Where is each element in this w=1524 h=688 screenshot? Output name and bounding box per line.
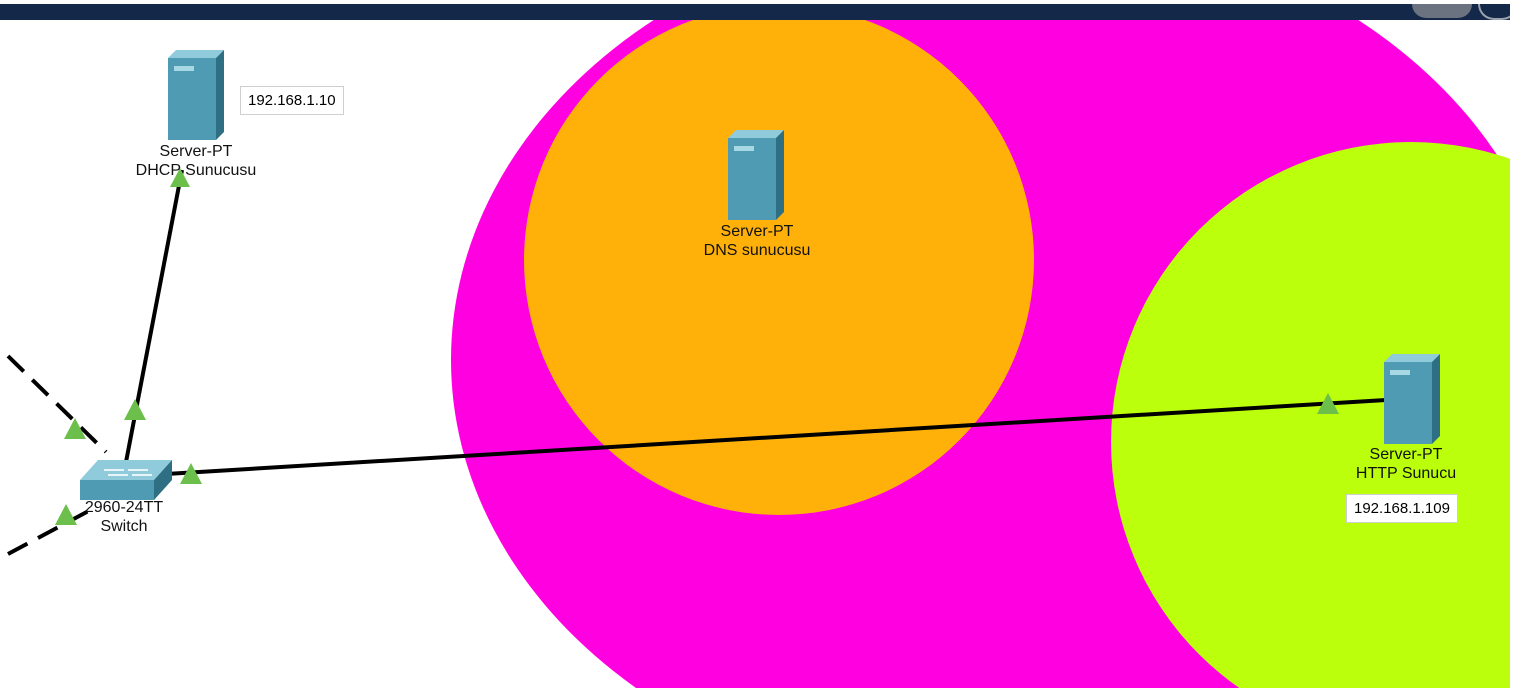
dhcp-server-ip-note[interactable]: 192.168.1.10 bbox=[240, 86, 344, 115]
link-indicator-lower-dashed bbox=[55, 504, 77, 525]
link-switch-upper-dashed[interactable] bbox=[6, 354, 108, 454]
dhcp-server-name-label: DHCP Sunucusu bbox=[136, 162, 257, 179]
dns-server-model-label: Server-PT bbox=[721, 223, 794, 240]
window-title-bar bbox=[0, 0, 1518, 20]
server-icon[interactable] bbox=[1384, 354, 1440, 444]
switch-name-label: Switch bbox=[100, 518, 147, 535]
link-switch-lower-dashed[interactable] bbox=[7, 504, 99, 556]
server-icon[interactable] bbox=[728, 130, 784, 220]
topology-svg: Server-PT DHCP Sunucusu Server-PT DNS su… bbox=[6, 20, 1510, 688]
dhcp-server-model-label: Server-PT bbox=[160, 143, 233, 160]
link-indicator-dhcp-bottom bbox=[124, 399, 146, 420]
link-indicator-upper-dashed bbox=[64, 418, 86, 439]
http-server-model-label: Server-PT bbox=[1370, 446, 1443, 463]
http-server-name-label: HTTP Sunucu bbox=[1356, 465, 1456, 482]
link-indicator-dhcp-top bbox=[170, 168, 190, 187]
cluster-zone-http[interactable] bbox=[1111, 142, 1510, 688]
link-indicator-http-right bbox=[1317, 393, 1339, 414]
server-icon[interactable] bbox=[168, 50, 224, 140]
window-right-edge bbox=[1510, 0, 1524, 688]
dns-server-name-label: DNS sunucusu bbox=[704, 242, 811, 259]
window-control-button[interactable] bbox=[1412, 4, 1472, 18]
link-switch-http[interactable] bbox=[165, 398, 1387, 476]
cluster-zone-dns[interactable] bbox=[524, 20, 1034, 515]
switch-icon[interactable] bbox=[80, 460, 172, 500]
http-server-ip-note[interactable]: 192.168.1.109 bbox=[1346, 494, 1458, 523]
logical-workspace[interactable]: Server-PT DHCP Sunucusu Server-PT DNS su… bbox=[6, 20, 1510, 688]
link-indicator-http-left bbox=[180, 463, 202, 484]
switch-model-label: 2960-24TT bbox=[85, 499, 163, 516]
